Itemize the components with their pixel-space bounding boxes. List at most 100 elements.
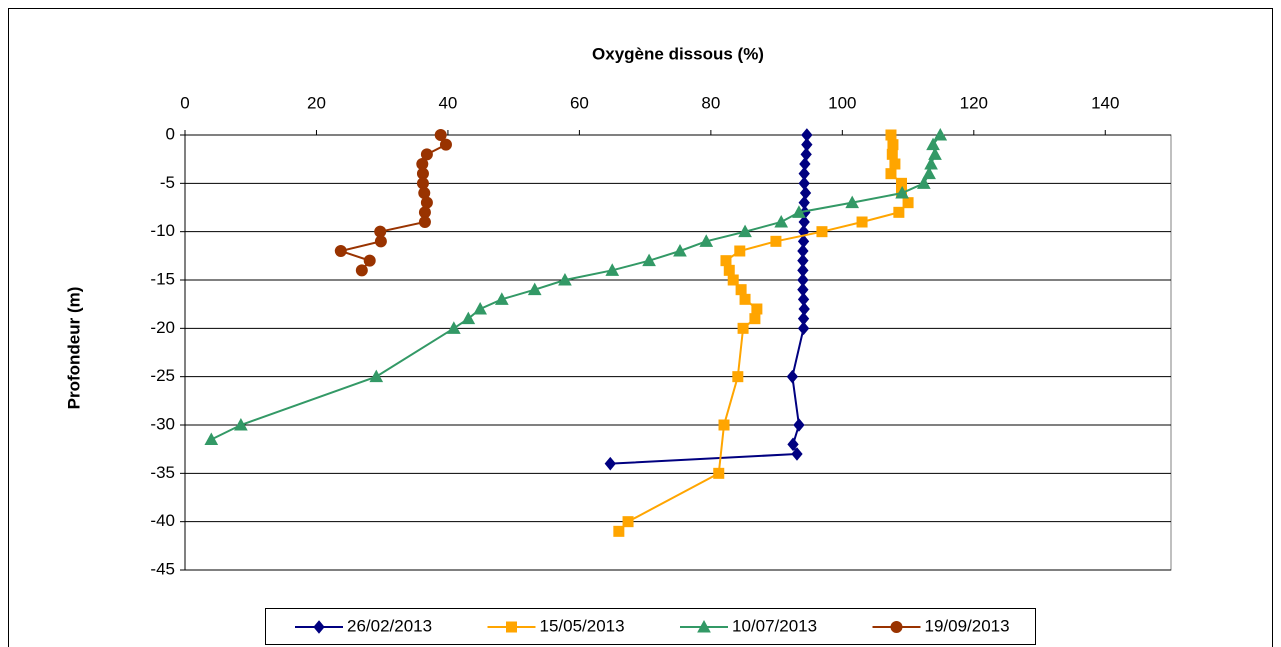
marker [816, 226, 828, 238]
y-tick-label: -45 [150, 559, 175, 578]
marker [792, 205, 806, 218]
series-line [610, 135, 808, 465]
marker [374, 235, 387, 248]
marker [734, 245, 746, 257]
marker [933, 127, 948, 141]
y-tick-label: 0 [166, 124, 175, 143]
y-axis-label: Profondeur (m) [64, 287, 83, 410]
marker [718, 419, 730, 431]
x-tick-label: 100 [828, 93, 856, 112]
marker [924, 156, 938, 170]
y-tick-label: -20 [150, 318, 175, 337]
marker [739, 293, 751, 305]
marker [845, 195, 860, 209]
marker [890, 621, 903, 633]
marker [770, 235, 782, 247]
marker [928, 147, 942, 160]
marker [355, 264, 368, 277]
marker [461, 311, 476, 325]
marker [895, 185, 909, 199]
marker [558, 272, 572, 286]
marker [886, 148, 898, 160]
legend-label: 15/05/2013 [540, 616, 625, 635]
marker [439, 138, 452, 151]
marker [793, 418, 805, 432]
marker [887, 139, 899, 151]
marker [527, 282, 542, 296]
x-tick-label: 20 [307, 93, 326, 112]
marker [420, 148, 433, 161]
marker [697, 619, 711, 633]
marker [737, 322, 749, 334]
series-line [618, 134, 910, 533]
y-tick-label: -40 [150, 511, 175, 530]
marker [856, 216, 868, 228]
marker [926, 137, 940, 151]
x-tick-label: 60 [570, 93, 589, 112]
marker [673, 243, 687, 257]
marker [732, 371, 744, 383]
x-tick-label: 40 [438, 93, 457, 112]
marker [622, 516, 634, 528]
marker [434, 129, 447, 141]
marker [720, 255, 732, 267]
y-tick-label: -10 [150, 221, 175, 240]
marker [369, 369, 384, 383]
series-line [210, 134, 942, 441]
chart-border [8, 8, 1273, 647]
marker [447, 321, 461, 334]
marker [922, 166, 936, 180]
x-tick-label: 120 [960, 93, 988, 112]
marker [699, 234, 714, 247]
y-tick-label: -25 [150, 366, 175, 385]
marker [713, 467, 725, 479]
marker [642, 253, 656, 267]
marker [363, 254, 376, 267]
marker [749, 313, 761, 325]
marker [473, 301, 487, 315]
marker [774, 214, 789, 228]
marker [420, 196, 433, 209]
legend-label: 26/02/2013 [347, 616, 432, 635]
marker [204, 432, 219, 445]
marker [738, 224, 752, 238]
marker [799, 186, 812, 200]
marker [735, 284, 747, 296]
marker [902, 197, 914, 209]
legend-label: 10/07/2013 [732, 616, 817, 635]
marker [751, 303, 763, 315]
x-tick-label: 140 [1091, 93, 1119, 112]
y-tick-label: -30 [150, 414, 175, 433]
marker [786, 369, 799, 384]
marker [791, 447, 803, 461]
marker [723, 264, 735, 276]
y-tick-label: -15 [150, 269, 175, 288]
marker [494, 292, 509, 305]
marker [797, 321, 810, 336]
marker [889, 158, 901, 170]
y-tick-label: -35 [150, 463, 175, 482]
marker [605, 263, 620, 276]
marker [506, 621, 517, 633]
marker [917, 176, 931, 189]
marker [800, 147, 812, 162]
marker [613, 525, 625, 537]
marker [234, 417, 248, 431]
marker [418, 216, 431, 228]
x-tick-label: 0 [180, 93, 189, 112]
plot-area [184, 134, 1172, 571]
marker [334, 245, 347, 257]
legend-label: 19/09/2013 [925, 616, 1010, 635]
marker [893, 206, 905, 218]
marker [895, 177, 907, 189]
marker [787, 437, 799, 452]
marker [798, 176, 810, 191]
marker [727, 274, 739, 286]
chart-title: Oxygène dissous (%) [592, 44, 764, 63]
y-tick-label: -5 [160, 173, 175, 192]
marker [604, 456, 616, 471]
marker [885, 129, 897, 141]
x-tick-label: 80 [701, 93, 720, 112]
marker [313, 620, 325, 634]
